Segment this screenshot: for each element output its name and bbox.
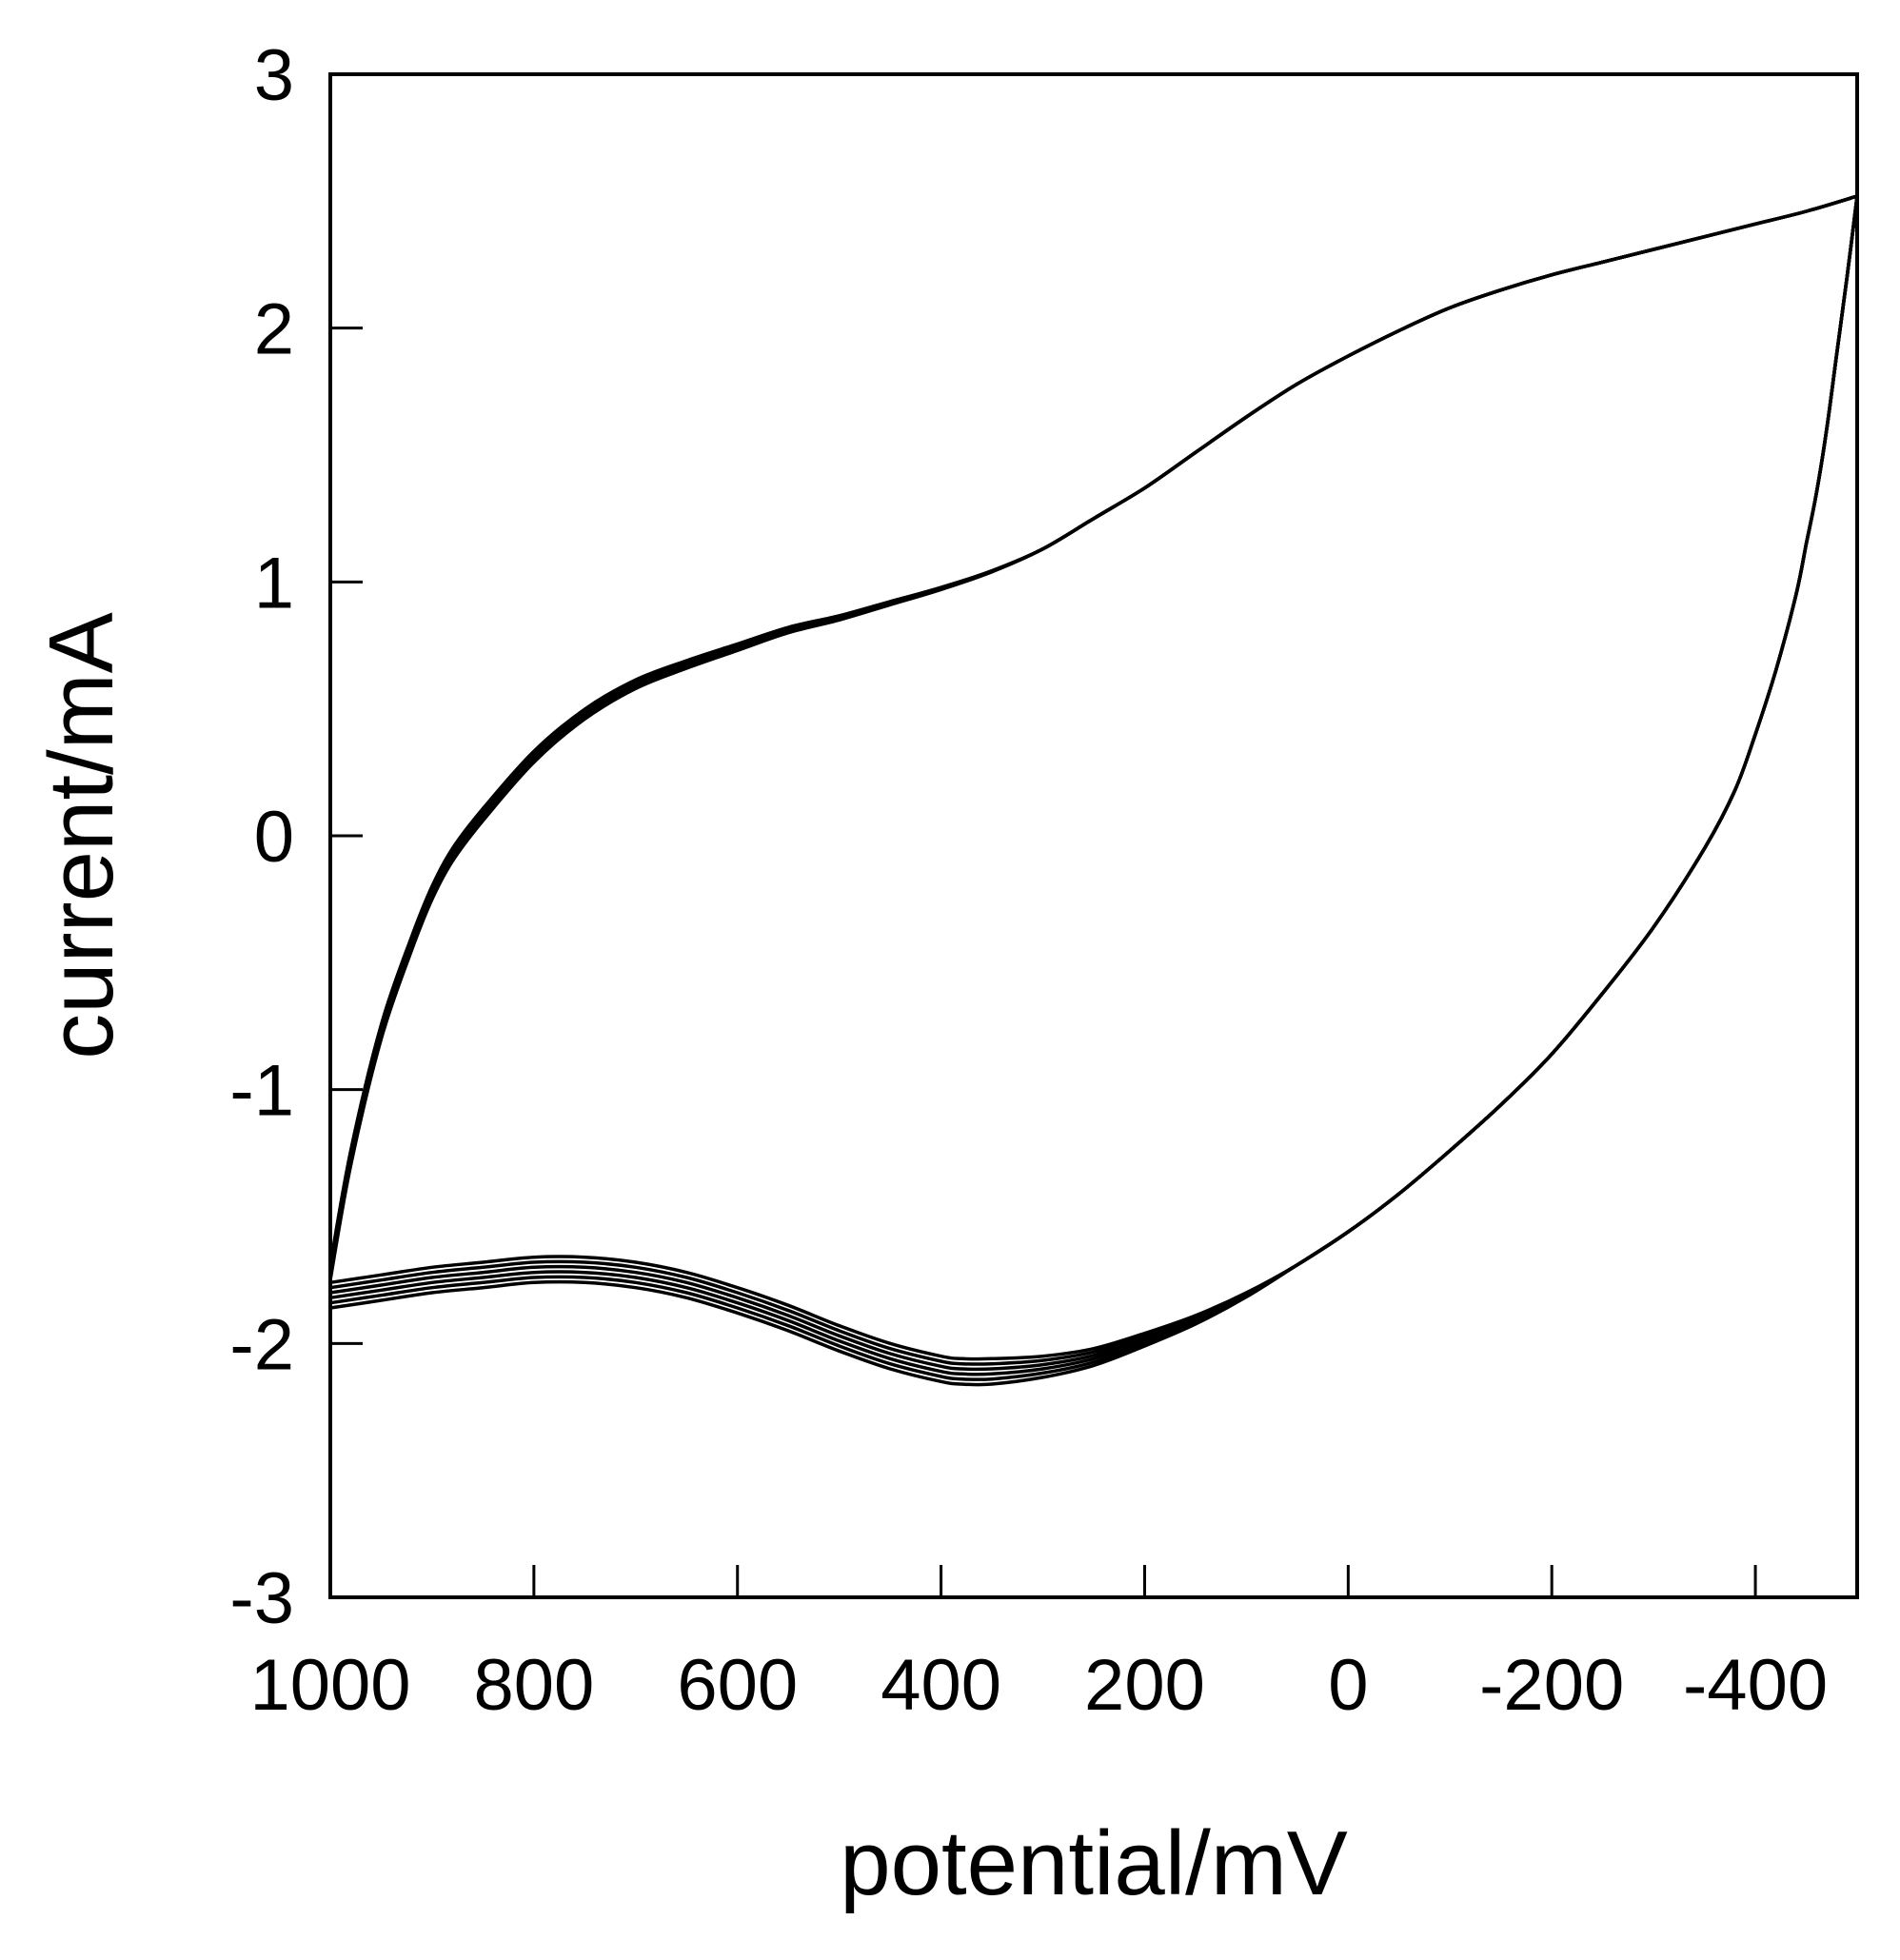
x-tick-label: 800 (473, 1645, 594, 1726)
x-tick-label: 600 (677, 1645, 798, 1726)
x-tick-label: 400 (881, 1645, 1001, 1726)
cv-cathodic-sweep-line (329, 195, 1859, 1376)
y-axis-ticks: -3 -2 -1 0 1 2 3 (229, 35, 363, 1639)
plot-frame (328, 72, 1859, 1599)
cv-anodic-sweep-line (328, 194, 1858, 1275)
x-axis-ticks: 1000 800 600 400 200 0 -200 -400 (249, 1565, 1828, 1726)
y-axis-title: current/mA (30, 612, 132, 1059)
cv-cathodic-sweep-line (329, 195, 1859, 1361)
cv-anodic-sweep-line (328, 194, 1858, 1269)
y-tick-label: 1 (254, 543, 294, 624)
cv-cathodic-sweep-line (329, 195, 1859, 1372)
x-tick-label: 1000 (249, 1645, 410, 1726)
cv-cathodic-sweep-line (329, 195, 1859, 1366)
x-tick-label: 0 (1328, 1645, 1368, 1726)
y-tick-label: 3 (254, 35, 294, 116)
x-axis-title: potential/mV (840, 1812, 1348, 1914)
y-tick-label: 2 (254, 289, 294, 370)
x-tick-label: -400 (1683, 1645, 1828, 1726)
y-tick-label: -1 (229, 1051, 294, 1132)
y-tick-label: 0 (254, 797, 294, 878)
x-tick-label: -200 (1479, 1645, 1624, 1726)
cv-cathodic-sweep-line (329, 195, 1859, 1381)
cv-curves (328, 194, 1859, 1387)
cv-anodic-sweep-line (328, 194, 1858, 1272)
y-tick-label: -2 (229, 1304, 294, 1385)
y-tick-label: -3 (229, 1558, 294, 1639)
cv-anodic-sweep-line (328, 194, 1858, 1266)
cv-cathodic-sweep-line (329, 195, 1859, 1387)
x-tick-label: 200 (1084, 1645, 1205, 1726)
